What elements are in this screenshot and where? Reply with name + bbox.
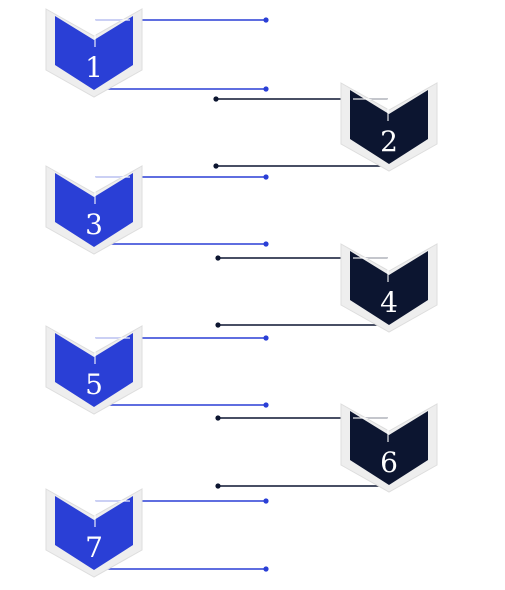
chevron-badge: [55, 173, 133, 247]
connector-dot-bottom: [215, 483, 221, 489]
badge-bracket: [353, 257, 389, 282]
connector-dot-bottom: [215, 322, 221, 328]
connector-dot-top: [213, 96, 219, 102]
connector-dot-bottom: [213, 163, 219, 169]
step-number: 3: [85, 208, 103, 241]
step-3: 3: [45, 165, 269, 255]
connector-dot-bottom: [263, 566, 269, 572]
badge-bracket: [94, 176, 130, 204]
chevron-badge: [350, 411, 428, 485]
step-1: 1: [45, 8, 269, 98]
chevron-badge: [350, 90, 428, 164]
connector-dot-bottom: [263, 86, 269, 92]
badge-bracket: [94, 500, 130, 527]
chevron-badge: [55, 16, 133, 90]
badge-bracket: [94, 337, 130, 364]
step-number: 1: [85, 51, 103, 84]
step-5: 5: [45, 325, 269, 415]
step-2: 2: [213, 82, 438, 172]
step-number: 2: [380, 125, 398, 158]
badge-bracket: [353, 98, 389, 121]
connector-dot-top: [215, 255, 221, 261]
step-number: 7: [85, 531, 103, 564]
connector-dot-top: [263, 174, 269, 180]
connector-dot-top: [263, 17, 269, 23]
connector-dot-top: [215, 415, 221, 421]
chevron-badge: [350, 251, 428, 325]
step-7: 7: [45, 488, 269, 578]
badge-bracket: [353, 417, 389, 442]
step-number: 6: [380, 446, 398, 479]
connector-dot-top: [263, 498, 269, 504]
step-number: 4: [380, 286, 398, 319]
connector-dot-bottom: [263, 402, 269, 408]
connector-dot-top: [263, 335, 269, 341]
badge-bracket: [94, 19, 130, 47]
step-number: 5: [85, 368, 103, 401]
connector-dot-bottom: [263, 241, 269, 247]
step-4: 4: [215, 243, 438, 333]
chevron-badge: [55, 496, 133, 570]
step-6: 6: [215, 403, 438, 493]
chevron-badge: [55, 333, 133, 407]
